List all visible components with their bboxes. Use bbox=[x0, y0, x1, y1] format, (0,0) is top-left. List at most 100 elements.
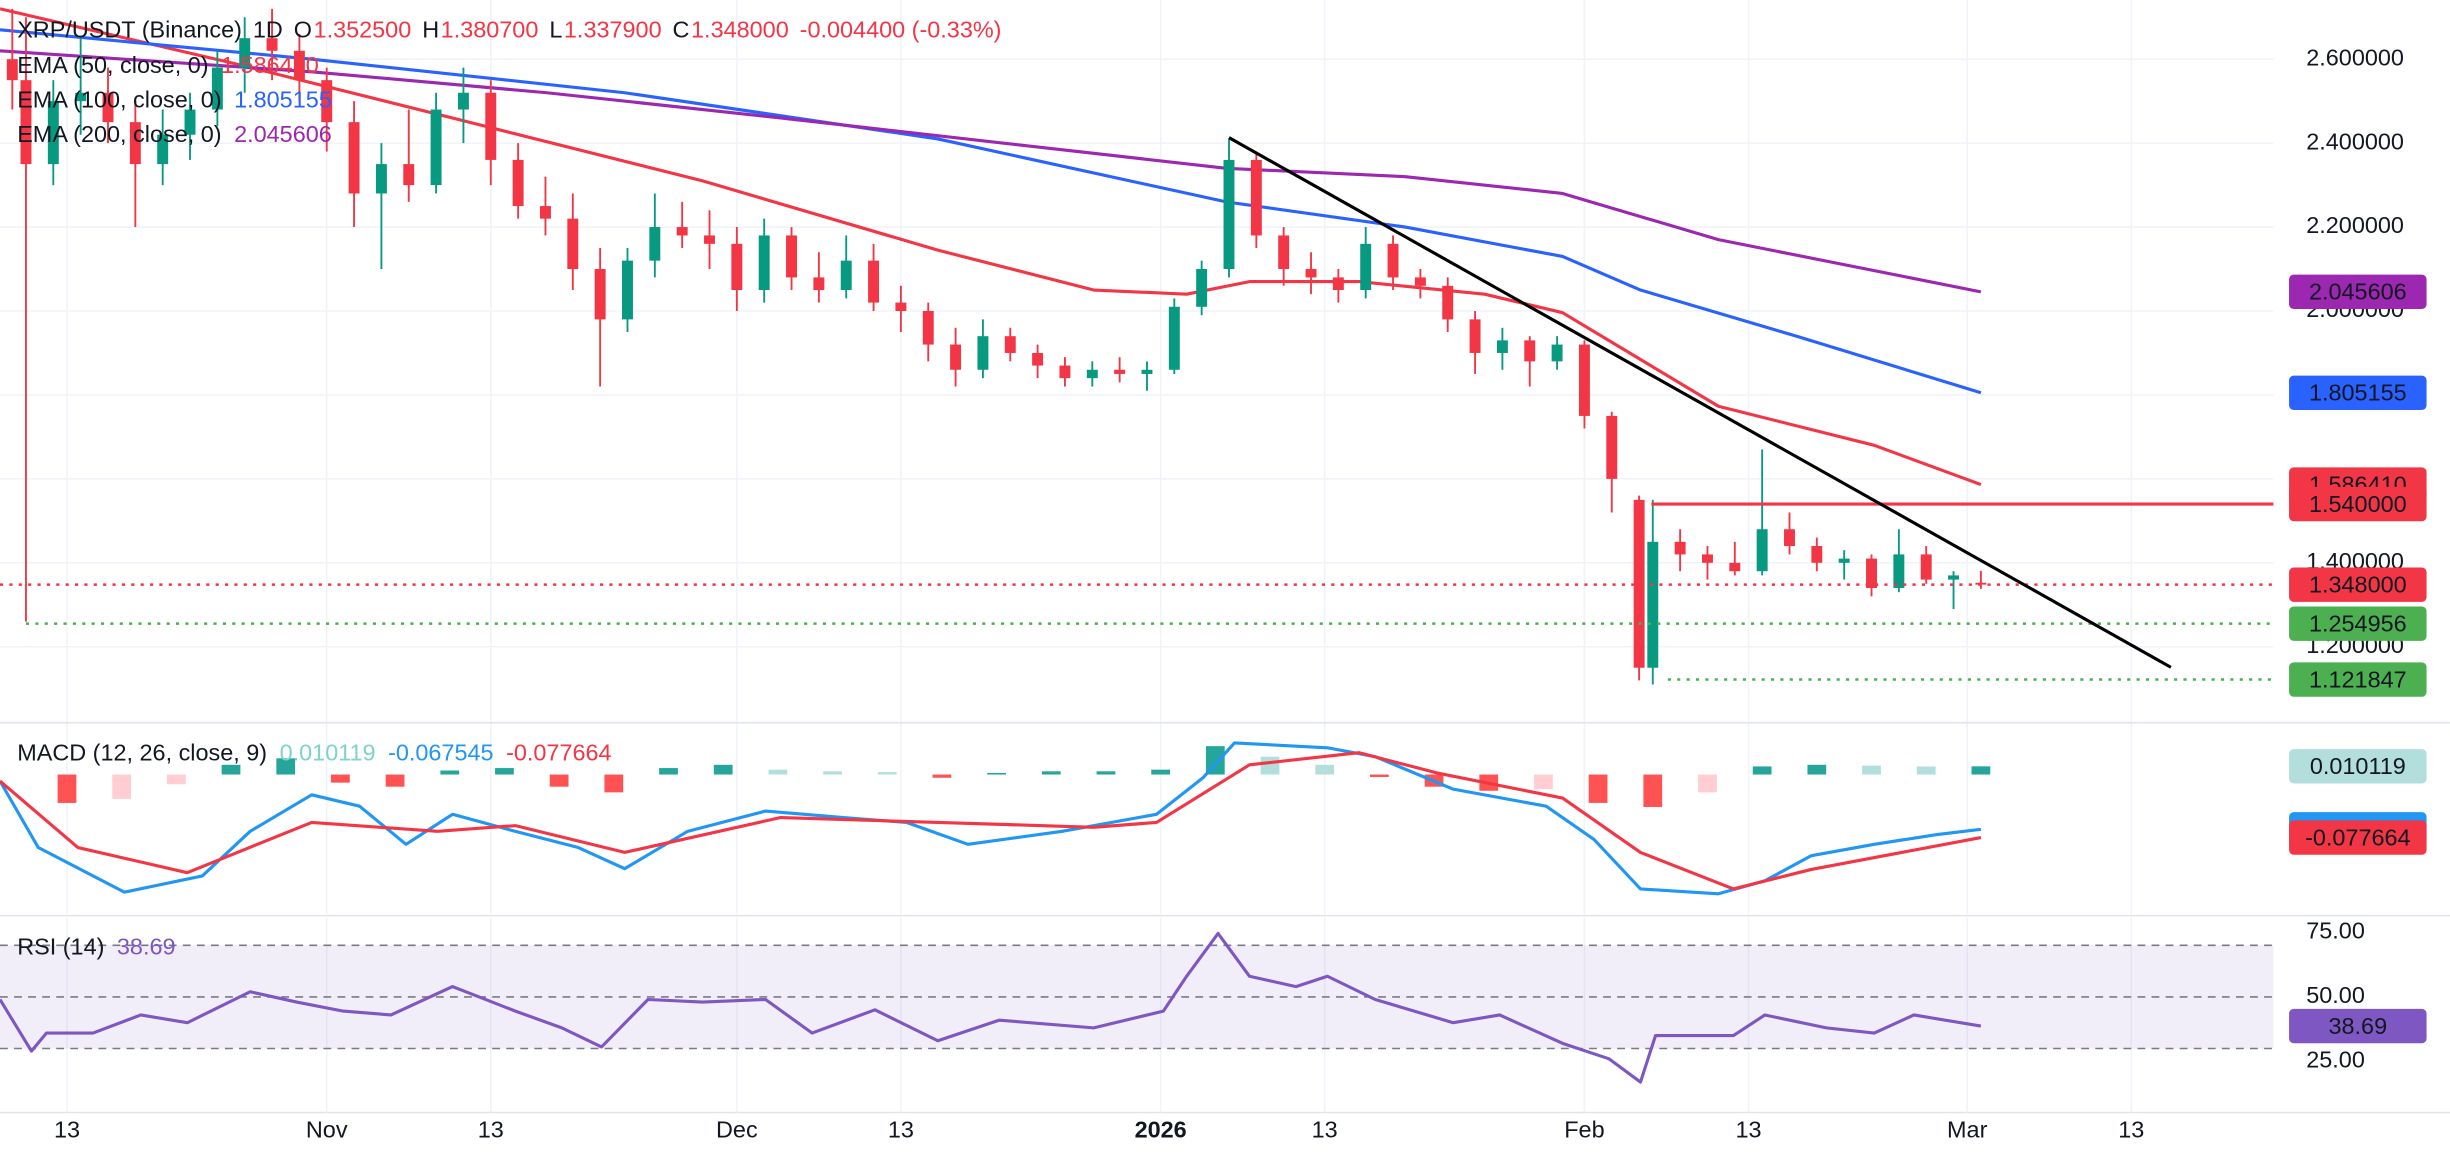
histogram-bar bbox=[1862, 765, 1881, 775]
candle-body bbox=[539, 206, 551, 219]
pane bbox=[0, 0, 2274, 722]
price-label-box bbox=[2289, 662, 2427, 697]
price-label: 38.69 bbox=[2329, 1013, 2388, 1039]
histogram-bar bbox=[1698, 774, 1717, 793]
histogram-bar bbox=[604, 774, 624, 793]
histogram-bar bbox=[1260, 756, 1280, 775]
legend-text: 1.380700 bbox=[441, 16, 539, 42]
legend-text: -0.077664 bbox=[506, 740, 611, 766]
rsi-band bbox=[0, 945, 2274, 1049]
legend-text: 1.352500 bbox=[314, 16, 412, 42]
candle-body bbox=[20, 80, 32, 165]
candle-body bbox=[1223, 159, 1235, 270]
candle-body bbox=[129, 122, 141, 165]
candle-body bbox=[622, 260, 633, 320]
candle-body bbox=[1756, 529, 1768, 572]
candle-body bbox=[512, 159, 524, 207]
candle-body bbox=[950, 344, 962, 370]
histogram-bar bbox=[1096, 771, 1116, 775]
legend-text: 1.348000 bbox=[691, 16, 789, 42]
candle-body bbox=[348, 122, 360, 194]
candle-body bbox=[375, 164, 387, 194]
candle-body bbox=[1196, 269, 1208, 307]
candle-body bbox=[321, 80, 333, 123]
candle-body bbox=[239, 38, 251, 68]
pane bbox=[0, 723, 2133, 915]
price-label-box bbox=[2289, 274, 2427, 310]
price-label: 1.540000 bbox=[2309, 491, 2407, 517]
legend-text: L bbox=[549, 16, 562, 42]
candle-body bbox=[676, 227, 688, 236]
y-tick-label: 75.00 bbox=[2306, 918, 2365, 944]
candle-body bbox=[1866, 558, 1877, 588]
histogram-bar bbox=[331, 774, 350, 783]
histogram-bar bbox=[1534, 774, 1553, 790]
legend: XRP/USDT (Binance) 1D O 1.352500 H 1.380700 L 1… bbox=[17, 16, 1001, 42]
candle-body bbox=[786, 235, 798, 278]
price-label-box bbox=[2289, 606, 2427, 641]
candle-body bbox=[1114, 369, 1126, 374]
candle-body bbox=[1032, 352, 1044, 366]
candle-body bbox=[102, 92, 114, 123]
candle-body bbox=[649, 227, 661, 261]
candle-body bbox=[485, 92, 497, 160]
histogram-bar bbox=[440, 770, 460, 775]
legend-text: -0.004400 (-0.33%) bbox=[800, 16, 1002, 42]
histogram-bar bbox=[1041, 771, 1061, 775]
price-label-box bbox=[2289, 567, 2427, 602]
candle-body bbox=[1250, 159, 1262, 236]
x-tick-label: Feb bbox=[1564, 1116, 1604, 1142]
legend: EMA (200, close, 0) 2.045606 bbox=[17, 121, 332, 147]
candle-body bbox=[1811, 546, 1823, 563]
candle-body bbox=[1496, 340, 1508, 353]
legend: RSI (14) 38.69 bbox=[17, 934, 175, 960]
histogram-bar bbox=[1916, 766, 1936, 775]
price-label: 1.121847 bbox=[2309, 666, 2407, 692]
candle-body bbox=[266, 38, 278, 51]
histogram-bar bbox=[1971, 766, 1991, 775]
price-label-box bbox=[2289, 749, 2427, 784]
price-label: -0.077664 bbox=[2305, 824, 2411, 850]
candle-body bbox=[977, 336, 989, 370]
series-line bbox=[0, 931, 1982, 1084]
candle-body bbox=[758, 235, 770, 291]
price-label: 1.254956 bbox=[2309, 610, 2407, 636]
histogram-bar bbox=[1315, 764, 1335, 775]
histogram-bar bbox=[877, 772, 897, 775]
histogram-bar bbox=[987, 772, 1006, 775]
candle-body bbox=[1086, 369, 1098, 379]
y-tick-label: 2.600000 bbox=[2306, 44, 2404, 70]
candle-body bbox=[1948, 575, 1960, 580]
legend-text: 1D bbox=[253, 16, 283, 42]
candle-body bbox=[1360, 243, 1372, 291]
series-line bbox=[0, 7, 1982, 487]
candle-body bbox=[1141, 369, 1153, 374]
candle-body bbox=[457, 92, 469, 110]
x-tick-label: 13 bbox=[1312, 1116, 1338, 1142]
legend-text: 1.337900 bbox=[564, 16, 662, 42]
x-tick-label: Dec bbox=[716, 1116, 758, 1142]
candle-body bbox=[1893, 554, 1905, 588]
y-tick-label: 50.00 bbox=[2306, 982, 2365, 1008]
legend: EMA (50, close, 0) 1.586410 bbox=[17, 52, 319, 78]
candle-body bbox=[1674, 541, 1686, 555]
legend-text: EMA (100, close, 0) bbox=[17, 87, 221, 113]
legend-text: -0.067545 bbox=[388, 740, 494, 766]
histogram-bar bbox=[1807, 764, 1827, 775]
candle-body bbox=[1442, 285, 1454, 320]
candle-body bbox=[1332, 277, 1344, 291]
candle-body bbox=[813, 277, 825, 291]
histogram-bar bbox=[166, 774, 186, 785]
price-label-box bbox=[2289, 375, 2427, 410]
legend-text: XRP/USDT (Binance) bbox=[17, 16, 242, 42]
price-label-box bbox=[2289, 1008, 2427, 1044]
candle-body bbox=[1059, 365, 1071, 379]
histogram-bar bbox=[932, 774, 952, 778]
candle-body bbox=[567, 218, 579, 270]
x-tick-label: 13 bbox=[888, 1116, 914, 1142]
candle-body bbox=[75, 92, 87, 102]
candle-body bbox=[1578, 344, 1590, 416]
histogram-bar bbox=[823, 771, 842, 775]
candle-body bbox=[1702, 554, 1713, 563]
